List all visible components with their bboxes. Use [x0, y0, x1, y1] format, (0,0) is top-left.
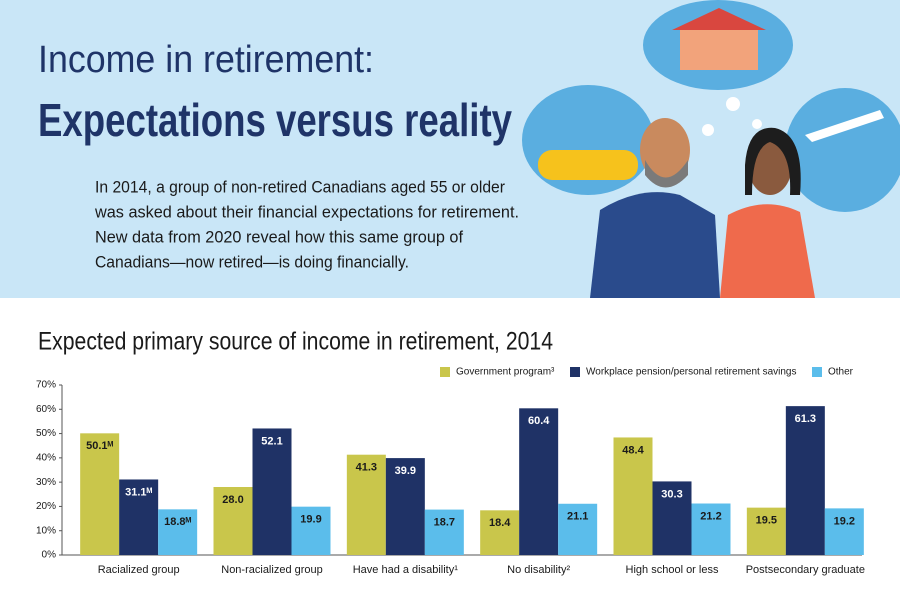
car	[538, 150, 638, 180]
intro-line: In 2014, a group of non-retired Canadian…	[95, 177, 505, 196]
y-tick-label: 10%	[36, 525, 56, 536]
bar	[213, 487, 253, 555]
legend-swatch	[440, 367, 450, 377]
x-tick-label: Non-racialized group	[221, 564, 323, 576]
value-label: 50.1ᴹ	[86, 440, 113, 452]
x-tick-label: Have had a disability¹	[353, 564, 459, 576]
bar	[252, 428, 292, 555]
value-label: 18.8ᴹ	[164, 516, 191, 528]
y-tick-label: 30%	[36, 477, 56, 488]
value-label: 60.4	[528, 415, 550, 427]
y-tick-label: 50%	[36, 428, 56, 439]
bar	[291, 506, 331, 555]
bar	[158, 509, 198, 555]
title-line-2: Expectations versus reality	[38, 94, 512, 146]
bar	[80, 433, 120, 555]
bar	[519, 408, 559, 555]
value-label: 18.7	[434, 516, 455, 528]
house	[680, 28, 758, 70]
y-tick-label: 60%	[36, 404, 56, 415]
bar	[824, 508, 864, 555]
chart-title: Expected primary source of income in ret…	[38, 328, 553, 356]
value-label: 18.4	[489, 517, 511, 529]
legend-label: Workplace pension/personal retirement sa…	[586, 367, 796, 378]
intro-line: Canadians—now retired—is doing financial…	[95, 252, 409, 271]
bar	[119, 479, 159, 555]
bubble-dot	[702, 124, 714, 136]
woman-body	[720, 204, 815, 298]
man-head	[640, 118, 690, 182]
value-label: 21.2	[700, 510, 721, 522]
x-tick-label: High school or less	[626, 564, 719, 576]
value-label: 61.3	[795, 413, 816, 425]
y-tick-label: 0%	[42, 550, 57, 561]
y-tick-label: 40%	[36, 452, 56, 463]
bubble-dot	[726, 97, 740, 111]
x-tick-label: Racialized group	[98, 564, 180, 576]
value-label: 30.3	[661, 488, 682, 500]
value-label: 41.3	[356, 462, 377, 474]
value-label: 19.5	[756, 515, 777, 527]
bar	[785, 406, 825, 555]
value-label: 28.0	[222, 494, 243, 506]
legend-swatch	[812, 367, 822, 377]
bar	[424, 509, 464, 555]
bar	[613, 437, 653, 555]
bubble-dot	[752, 119, 762, 129]
bar	[385, 458, 425, 555]
legend-label: Government program³	[456, 367, 555, 378]
intro-line: was asked about their financial expectat…	[94, 202, 519, 221]
legend-label: Other	[828, 367, 854, 378]
bar	[652, 481, 692, 555]
value-label: 19.9	[300, 514, 321, 526]
man-beard	[645, 160, 688, 188]
thought-bubble-travel	[785, 88, 900, 212]
bar	[691, 503, 731, 555]
bar	[558, 503, 598, 555]
x-tick-label: Postsecondary graduate	[746, 564, 865, 576]
illustration	[522, 0, 900, 298]
value-label: 39.9	[395, 465, 416, 477]
bar	[746, 507, 786, 555]
value-label: 19.2	[834, 515, 855, 527]
woman-hair	[745, 127, 801, 195]
legend-swatch	[570, 367, 580, 377]
airplane	[805, 110, 884, 142]
bar	[480, 510, 520, 555]
x-tick-label: No disability²	[507, 564, 570, 576]
house-roof	[672, 8, 766, 30]
y-tick-label: 20%	[36, 501, 56, 512]
man-body	[590, 192, 720, 298]
y-tick-label: 70%	[36, 380, 56, 391]
value-label: 48.4	[622, 444, 644, 456]
value-label: 31.1ᴹ	[125, 486, 152, 498]
bar	[346, 454, 386, 555]
value-label: 52.1	[261, 435, 282, 447]
title-line-1: Income in retirement:	[38, 39, 374, 81]
value-label: 21.1	[567, 511, 588, 523]
intro-line: New data from 2020 reveal how this same …	[95, 227, 463, 246]
